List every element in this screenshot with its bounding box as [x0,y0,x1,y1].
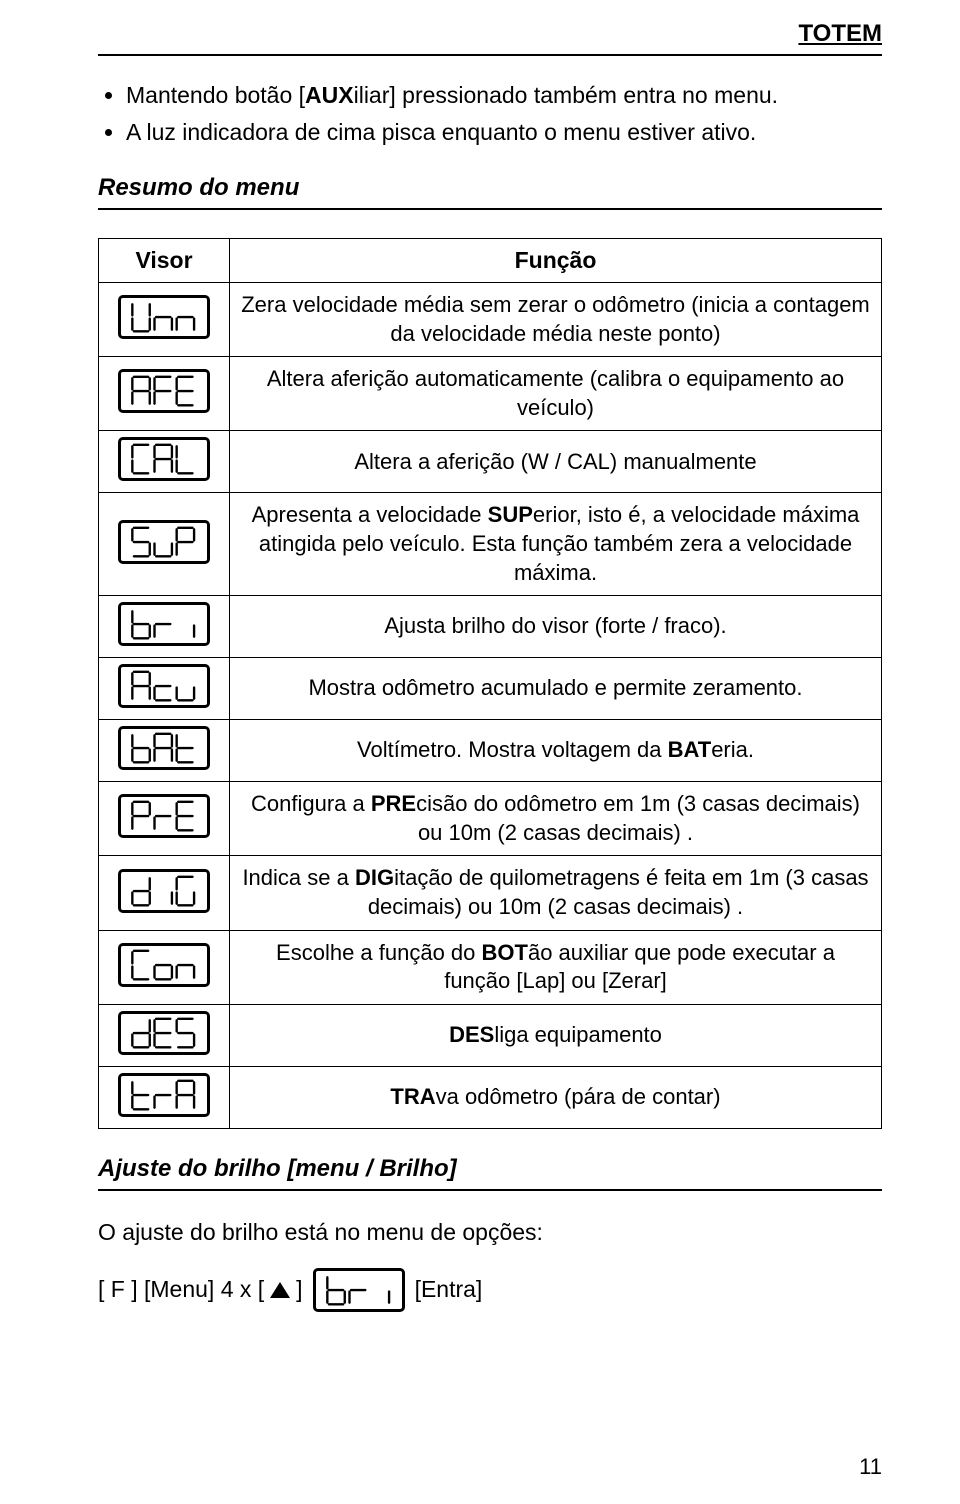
lcd-display [118,520,210,564]
section1-title: Resumo do menu [98,174,882,202]
section2-title: Ajuste do brilho [menu / Brilho] [98,1155,882,1183]
seq-p1: [ F ] [Menu] 4 x [ [98,1276,264,1303]
visor-cell [99,658,230,720]
header-rule [98,54,882,56]
func-cell: Altera aferição automaticamente (calibra… [230,357,882,431]
key-sequence: [ F ] [Menu] 4 x [ ] [Entra] [98,1268,882,1312]
table-row: DESliga equipamento [99,1004,882,1066]
up-triangle-icon [270,1282,290,1298]
table-row: Voltímetro. Mostra voltagem da BATeria. [99,720,882,782]
lcd-display [118,869,210,913]
table-row: Mostra odômetro acumulado e permite zera… [99,658,882,720]
section1-rule [98,208,882,210]
func-cell: Mostra odômetro acumulado e permite zera… [230,658,882,720]
table-row: Indica se a DIGitação de quilometragens … [99,856,882,930]
visor-cell [99,1004,230,1066]
func-cell: Apresenta a velocidade SUPerior, isto é,… [230,493,882,596]
visor-cell [99,1066,230,1128]
lcd-display [118,1073,210,1117]
th-func: Função [230,239,882,283]
lcd-display [118,943,210,987]
func-cell: Ajusta brilho do visor (forte / fraco). [230,596,882,658]
lcd-display [118,602,210,646]
menu-table-body: Zera velocidade média sem zerar o odômet… [99,283,882,1129]
header-title: TOTEM [98,20,882,48]
visor-cell [99,856,230,930]
section2-rule [98,1189,882,1191]
bullet-item: A luz indicadora de cima pisca enquanto … [126,117,882,148]
menu-table: Visor Função Zera velocidade média sem z… [98,238,882,1129]
visor-cell [99,283,230,357]
func-cell: Zera velocidade média sem zerar o odômet… [230,283,882,357]
func-cell: Escolhe a função do BOTão auxiliar que p… [230,930,882,1004]
seq-p2: ] [296,1276,302,1303]
table-row: Escolhe a função do BOTão auxiliar que p… [99,930,882,1004]
visor-cell [99,357,230,431]
table-row: Altera a aferição (W / CAL) manualmente [99,431,882,493]
table-row: Apresenta a velocidade SUPerior, isto é,… [99,493,882,596]
visor-cell [99,431,230,493]
seq-p3: [Entra] [415,1276,483,1303]
lcd-display [118,295,210,339]
lcd-display [118,437,210,481]
intro-bullets: Mantendo botão [AUXiliar] pressionado ta… [98,80,882,148]
func-cell: Altera a aferição (W / CAL) manualmente [230,431,882,493]
bullet-item: Mantendo botão [AUXiliar] pressionado ta… [126,80,882,111]
func-cell: Configura a PREcisão do odômetro em 1m (… [230,782,882,856]
visor-cell [99,720,230,782]
visor-cell [99,493,230,596]
lcd-display [118,369,210,413]
table-row: Ajusta brilho do visor (forte / fraco). [99,596,882,658]
page-number: 11 [859,1454,882,1480]
func-cell: TRAva odômetro (pára de contar) [230,1066,882,1128]
table-row: Zera velocidade média sem zerar o odômet… [99,283,882,357]
lcd-display [118,664,210,708]
lcd-display [118,794,210,838]
func-cell: DESliga equipamento [230,1004,882,1066]
seq-lcd [313,1268,405,1312]
lcd-display [118,1011,210,1055]
table-row: TRAva odômetro (pára de contar) [99,1066,882,1128]
func-cell: Indica se a DIGitação de quilometragens … [230,856,882,930]
func-cell: Voltímetro. Mostra voltagem da BATeria. [230,720,882,782]
th-visor: Visor [99,239,230,283]
visor-cell [99,930,230,1004]
body2-text: O ajuste do brilho está no menu de opçõe… [98,1219,882,1246]
lcd-display [118,726,210,770]
visor-cell [99,782,230,856]
table-row: Configura a PREcisão do odômetro em 1m (… [99,782,882,856]
table-row: Altera aferição automaticamente (calibra… [99,357,882,431]
visor-cell [99,596,230,658]
